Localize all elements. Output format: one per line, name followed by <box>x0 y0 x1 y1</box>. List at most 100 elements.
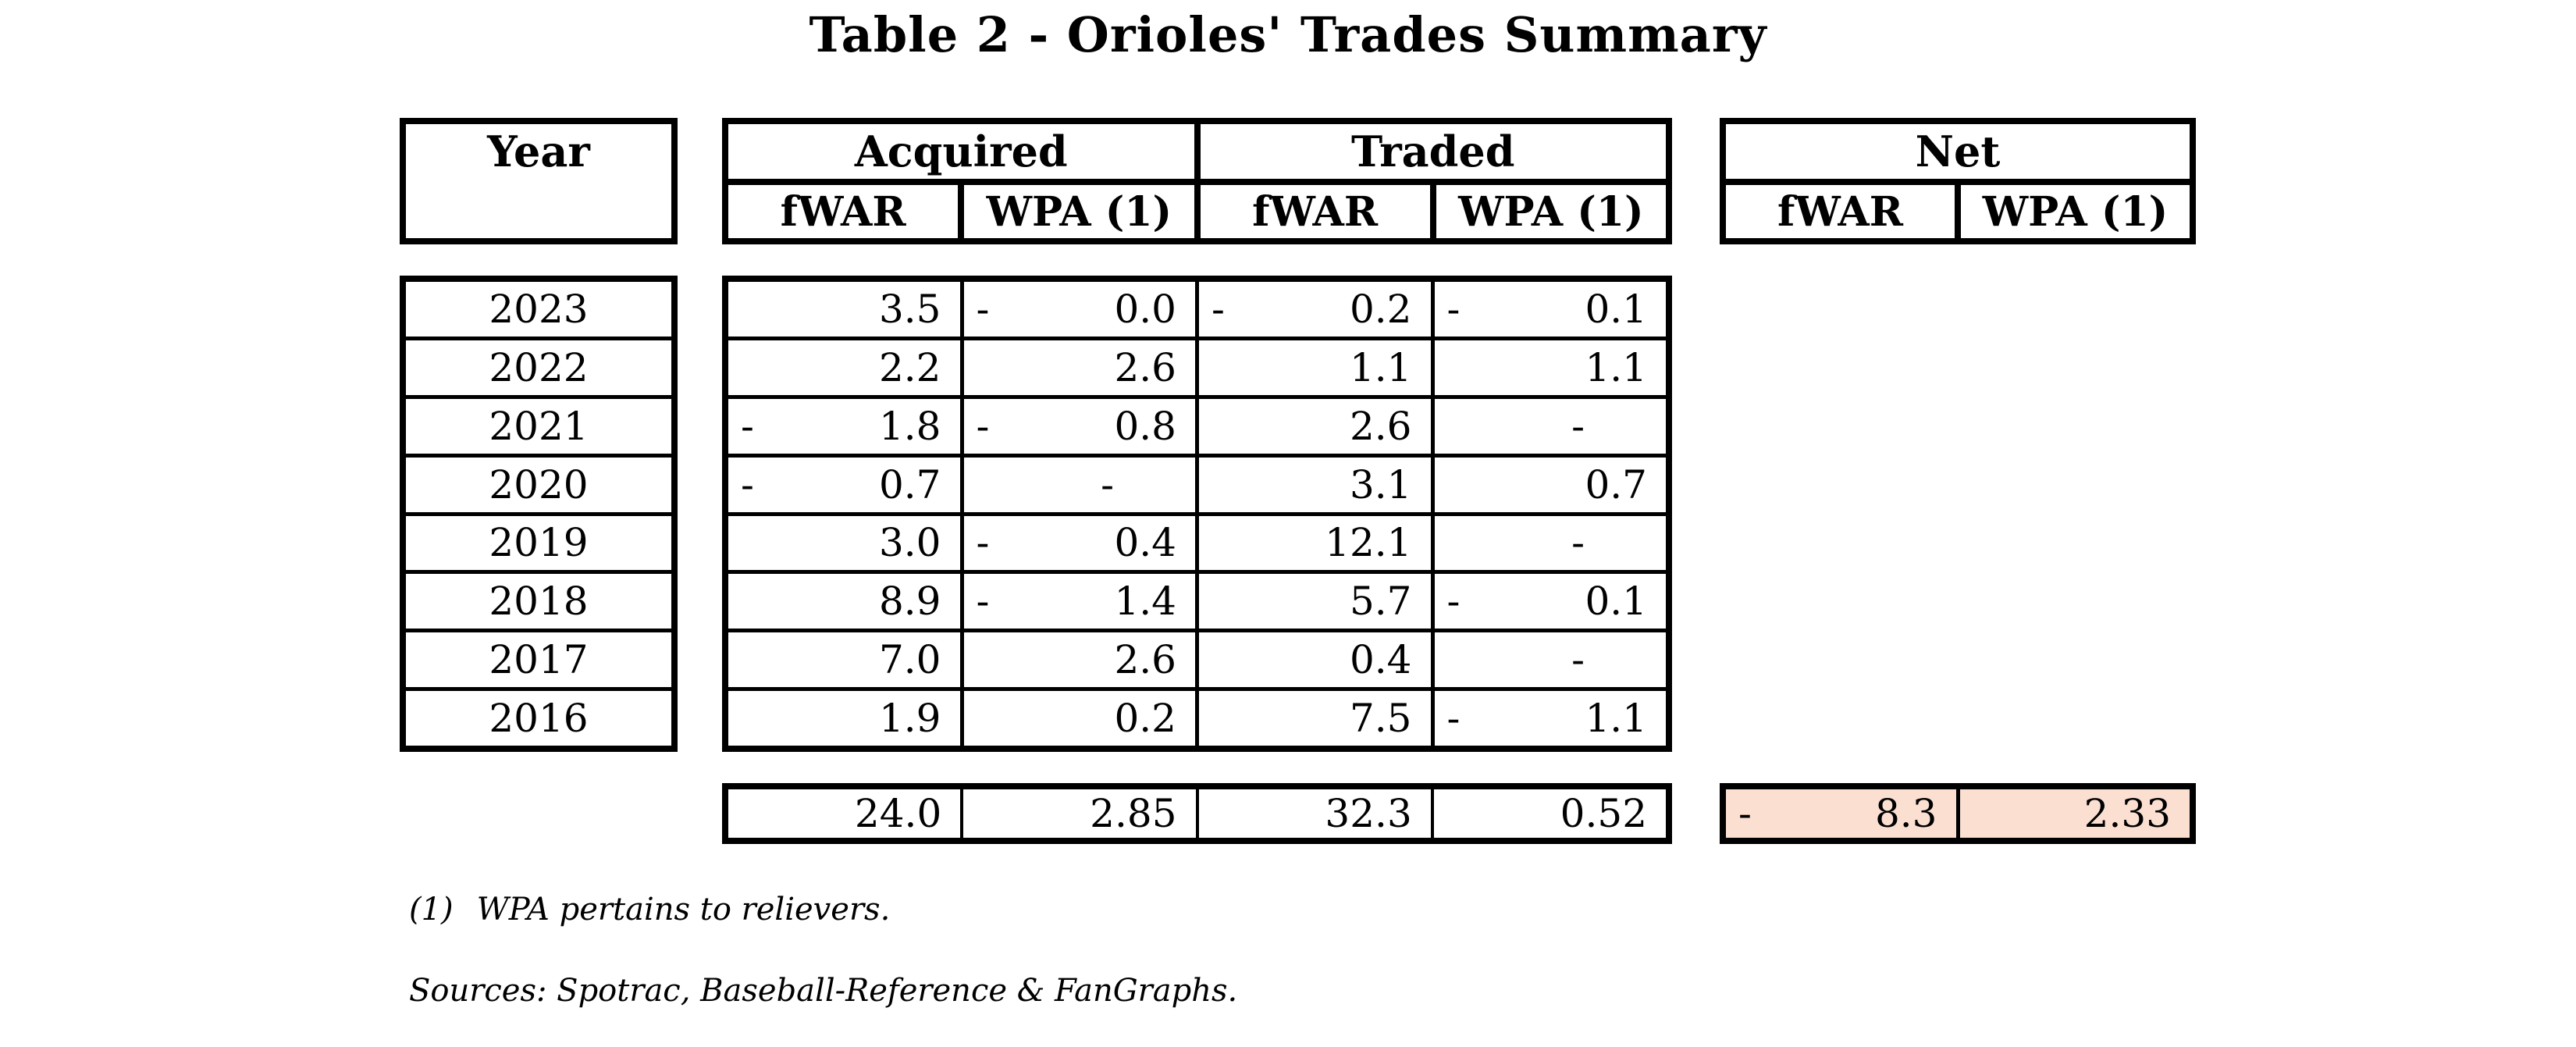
total-net-fwar: - 8.3 <box>1726 789 1956 838</box>
negative-sign: - <box>1212 286 1225 332</box>
cell-value: 0.8 <box>1114 403 1176 449</box>
cell-trd-fwar: 0.4 <box>1199 632 1431 688</box>
net-fwar-header: fWAR <box>1726 185 1961 238</box>
acquired-wpa-header: WPA (1) <box>964 185 1201 238</box>
zero-dash: - <box>1571 403 1585 449</box>
cell-acq-fwar: 3.0 <box>728 515 960 571</box>
cell-trd-fwar: 5.7 <box>1199 574 1431 629</box>
cell-value: 7.5 <box>1349 696 1412 742</box>
cell-value: 2.6 <box>1349 403 1412 449</box>
cell-trd-fwar: 12.1 <box>1199 515 1431 571</box>
cell-acq-fwar: 1.9 <box>728 691 960 746</box>
negative-sign: - <box>976 520 990 566</box>
cell-trd-fwar: 1.1 <box>1199 340 1431 395</box>
negative-sign: - <box>1738 791 1752 836</box>
acquired-fwar-header: fWAR <box>728 185 965 238</box>
negative-sign: - <box>741 461 754 507</box>
sources-line: Sources: Spotrac, Baseball-Reference & F… <box>409 973 1238 1009</box>
net-totals-row: - 8.3 2.33 <box>1720 783 2196 844</box>
cell-value: 1.8 <box>878 403 941 449</box>
acquired-traded-grid: 3.5-0.0-0.2-0.1 2.2 2.6 1.1 1.1-1.8-0.8 2.6- -… <box>722 276 1672 752</box>
total-acq-fwar: 24.0 <box>728 789 961 838</box>
cell-value: 2.85 <box>1090 791 1177 836</box>
cell-acq-fwar: 7.0 <box>728 632 960 688</box>
cell-value: 12.1 <box>1325 520 1412 566</box>
cell-acq-wpa: - 0.8 <box>963 398 1195 454</box>
cell-acq-wpa: - 0.4 <box>963 515 1195 571</box>
cell-value: 3.5 <box>878 286 941 332</box>
total-trd-wpa: 0.52 <box>1433 789 1666 838</box>
cell-trd-wpa: - 0.1 <box>1434 574 1666 629</box>
cell-trd-fwar: - 0.2 <box>1199 282 1431 337</box>
cell-acq-wpa: 0.2 <box>963 691 1195 746</box>
cell-value: 1.1 <box>1585 696 1647 742</box>
net-wpa-header: WPA (1) <box>1982 187 2169 236</box>
cell-value: 0.7 <box>1585 461 1647 507</box>
year-cell: 2022 <box>406 340 671 395</box>
cell-value: 7.0 <box>878 637 941 683</box>
negative-sign: - <box>976 286 990 332</box>
traded-group-header: Traded <box>1350 126 1515 176</box>
cell-value: 1.1 <box>1349 344 1412 390</box>
cell-acq-wpa: 2.6 <box>963 632 1195 688</box>
acquired-group-header: Acquired <box>728 124 1201 179</box>
net-header-box: Net fWAR WPA (1) <box>1720 118 2196 244</box>
cell-acq-wpa: - 0.0 <box>963 282 1195 337</box>
cell-value: 0.2 <box>1349 286 1412 332</box>
zero-dash: - <box>1571 520 1585 566</box>
negative-sign: - <box>1446 286 1461 332</box>
footnote-wpa: (1) WPA pertains to relievers. <box>409 892 890 928</box>
cell-value: 3.1 <box>1349 461 1412 507</box>
cell-trd-wpa: - <box>1434 398 1666 454</box>
negative-sign: - <box>976 403 990 449</box>
negative-sign: - <box>976 579 990 625</box>
year-cell: 2018 <box>406 574 671 629</box>
cell-value: 8.9 <box>878 579 941 625</box>
cell-value: 8.3 <box>1874 791 1937 836</box>
table-title: Table 2 - Orioles' Trades Summary <box>809 6 1767 63</box>
net-group-header-row: Net <box>1726 124 2190 185</box>
year-header-box: Year <box>400 118 678 244</box>
cell-trd-wpa: - <box>1434 515 1666 571</box>
year-cell: 2020 <box>406 457 671 512</box>
cell-value: 0.0 <box>1114 286 1176 332</box>
footnote-text: WPA pertains to relievers. <box>476 892 891 928</box>
cell-trd-fwar: 2.6 <box>1199 398 1431 454</box>
cell-acq-fwar: - 0.7 <box>728 457 960 512</box>
net-group-header: Net <box>1915 126 2001 176</box>
cell-value: 0.1 <box>1585 286 1647 332</box>
cell-value: 2.6 <box>1114 637 1176 683</box>
year-cell: 2021 <box>406 398 671 454</box>
cell-acq-wpa: 2.6 <box>963 340 1195 395</box>
traded-fwar-header: fWAR <box>1201 185 1436 238</box>
total-net-wpa: 2.33 <box>1959 789 2190 838</box>
cell-value: 0.1 <box>1585 579 1647 625</box>
cell-value: 1.1 <box>1585 344 1647 390</box>
year-cell: 2019 <box>406 515 671 571</box>
cell-value: 2.33 <box>2083 791 2171 836</box>
negative-sign: - <box>1446 696 1461 742</box>
cell-acq-fwar: 8.9 <box>728 574 960 629</box>
cell-value: 5.7 <box>1349 579 1412 625</box>
year-cell: 2017 <box>406 632 671 688</box>
sub-header-row: fWAR WPA (1) fWAR WPA (1) <box>728 185 1666 238</box>
total-acq-wpa: 2.85 <box>963 789 1196 838</box>
cell-value: 3.0 <box>878 520 941 566</box>
cell-acq-fwar: 3.5 <box>728 282 960 337</box>
cell-trd-wpa: - 0.1 <box>1434 282 1666 337</box>
cell-trd-fwar: 3.1 <box>1199 457 1431 512</box>
year-cell: 2016 <box>406 691 671 746</box>
cell-value: 0.2 <box>1114 696 1176 742</box>
cell-value: 32.3 <box>1325 791 1412 836</box>
cell-trd-wpa: 1.1 <box>1434 340 1666 395</box>
cell-value: 1.4 <box>1114 579 1176 625</box>
cell-value: 0.7 <box>878 461 941 507</box>
year-cell: 2023 <box>406 282 671 337</box>
total-trd-fwar: 32.3 <box>1198 789 1431 838</box>
zero-dash: - <box>1101 461 1114 507</box>
cell-value: 0.52 <box>1560 791 1647 836</box>
cell-acq-fwar: 2.2 <box>728 340 960 395</box>
net-sub-header-row: fWAR WPA (1) <box>1726 185 2190 238</box>
acquired-traded-totals-row: 24.0 2.85 32.3 0.52 <box>722 783 1672 844</box>
cell-trd-wpa: 0.7 <box>1434 457 1666 512</box>
